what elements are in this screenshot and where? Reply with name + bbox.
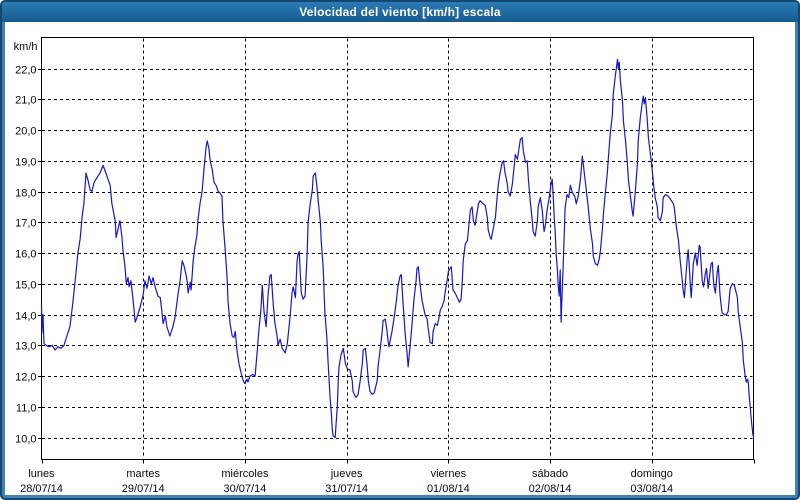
y-tick-label: 21,0 bbox=[15, 95, 36, 107]
y-tick-label: 14,0 bbox=[15, 311, 36, 323]
wind-speed-line bbox=[40, 58, 755, 439]
x-day-label: sábado bbox=[532, 468, 568, 480]
x-date-label: 31/07/14 bbox=[325, 483, 368, 495]
y-tick-label: 16,0 bbox=[15, 249, 36, 261]
x-day-label: domingo bbox=[631, 468, 673, 480]
chart-title: Velocidad del viento [km/h] escala bbox=[299, 5, 501, 19]
x-date-label: 03/08/14 bbox=[630, 483, 673, 495]
y-axis-unit-label: km/h bbox=[14, 41, 38, 53]
plot-border bbox=[41, 37, 754, 460]
x-date-label: 29/07/14 bbox=[122, 483, 165, 495]
y-tick-label: 11,0 bbox=[16, 403, 37, 415]
chart-canvas: 10,0 11,0 12,0 13,0 14,0 15,0 16,0 17,0 18,0 19,0… bbox=[5, 22, 795, 495]
x-date-label: 01/08/14 bbox=[427, 483, 470, 495]
y-tick-label: 17,0 bbox=[15, 218, 36, 230]
x-day-label: lunes bbox=[28, 468, 55, 480]
x-date-label: 02/08/14 bbox=[529, 483, 572, 495]
x-day-label: martes bbox=[126, 468, 160, 480]
y-tick-label: 13,0 bbox=[15, 341, 36, 353]
y-tick-label: 12,0 bbox=[15, 372, 36, 384]
y-tick-label: 22,0 bbox=[15, 65, 36, 77]
y-tick-label: 18,0 bbox=[15, 188, 36, 200]
y-tick-label: 10,0 bbox=[15, 434, 36, 446]
y-tick-label: 20,0 bbox=[15, 126, 36, 138]
x-date-label: 28/07/14 bbox=[20, 483, 63, 495]
y-tick-label: 19,0 bbox=[15, 157, 36, 169]
chart-title-bar: Velocidad del viento [km/h] escala bbox=[2, 2, 798, 22]
wind-speed-chart: 10,0 11,0 12,0 13,0 14,0 15,0 16,0 17,0 18,0 19,0… bbox=[14, 37, 755, 495]
y-tick-label: 15,0 bbox=[15, 280, 36, 292]
x-day-label: miércoles bbox=[221, 468, 269, 480]
x-day-label: jueves bbox=[330, 468, 363, 480]
x-date-label: 30/07/14 bbox=[224, 483, 267, 495]
x-day-label: viernes bbox=[431, 468, 467, 480]
